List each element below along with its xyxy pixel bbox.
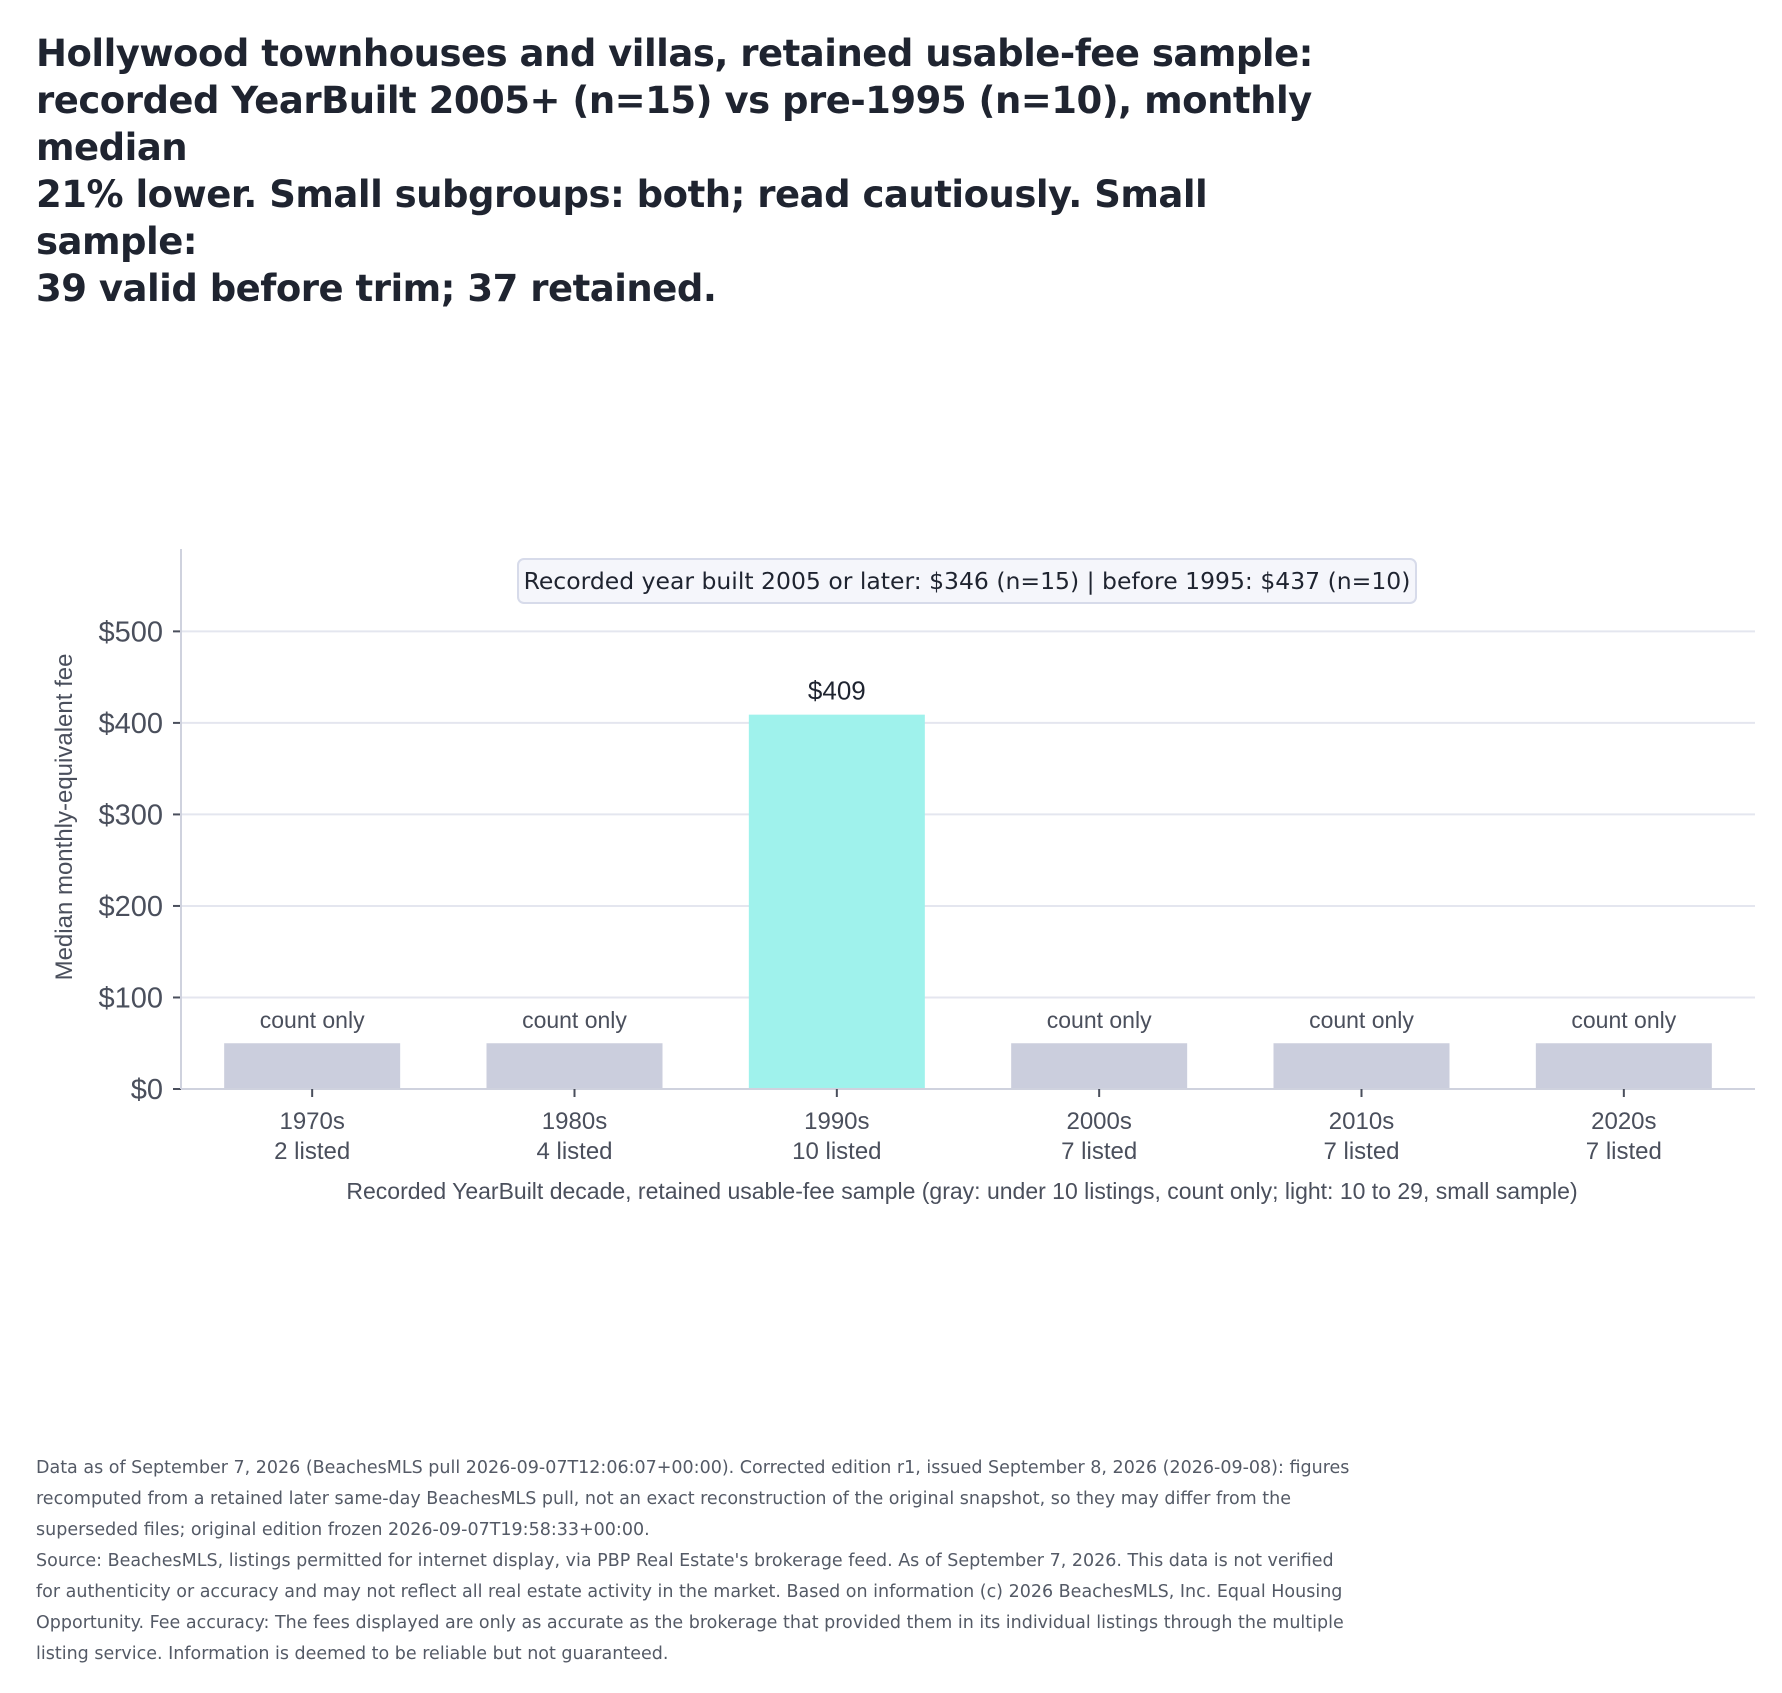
x-count-label: 7 listed	[1586, 1138, 1662, 1165]
x-tick-label: 1990s	[804, 1108, 869, 1135]
x-count-label: 2 listed	[274, 1138, 350, 1165]
y-tick-label: $100	[98, 982, 163, 1014]
bar	[486, 1043, 663, 1089]
bar	[224, 1043, 401, 1089]
bar	[1273, 1043, 1450, 1089]
bar-value-label: count only	[1571, 1007, 1676, 1033]
x-tick-label: 2020s	[1591, 1108, 1656, 1135]
bar	[1011, 1043, 1188, 1089]
y-tick-label: $0	[131, 1074, 163, 1106]
bar-value-label: count only	[260, 1007, 365, 1033]
comparison-callout: Recorded year built 2005 or later: $346 …	[517, 558, 1417, 604]
footnote-line: Source: BeachesMLS, listings permitted f…	[36, 1551, 1334, 1571]
x-axis-label: Recorded YearBuilt decade, retained usab…	[346, 1178, 1577, 1204]
x-tick-label: 2000s	[1066, 1108, 1131, 1135]
title-line: 21% lower. Small subgroups: both; read c…	[36, 173, 1208, 263]
footnote-line: Data as of September 7, 2026 (BeachesMLS…	[36, 1458, 1350, 1478]
x-count-label: 4 listed	[536, 1138, 612, 1165]
title-line: Hollywood townhouses and villas, retaine…	[36, 32, 1313, 75]
y-tick-label: $400	[98, 708, 163, 740]
x-tick-label: 1970s	[279, 1108, 344, 1135]
y-tick-label: $200	[98, 891, 163, 923]
x-count-label: 7 listed	[1323, 1138, 1399, 1165]
x-tick-label: 2010s	[1329, 1108, 1394, 1135]
gridlines	[181, 630, 1755, 999]
chart-title: Hollywood townhouses and villas, retaine…	[36, 30, 1336, 312]
footnote-line: recomputed from a retained later same-da…	[36, 1489, 1291, 1509]
bar-value-label: count only	[1309, 1007, 1414, 1033]
bars: count only count only $409 count only count …	[224, 676, 1712, 1089]
bar-value-label: count only	[522, 1007, 627, 1033]
y-tick-label: $500	[98, 616, 163, 648]
bar-value-label: $409	[808, 676, 866, 706]
x-count-label: 10 listed	[792, 1138, 881, 1165]
y-axis-label: Median monthly-equivalent fee	[51, 654, 78, 981]
x-count-label: 7 listed	[1061, 1138, 1137, 1165]
footnote-line: for authenticity or accuracy and may not…	[36, 1582, 1343, 1602]
x-tick-label: 1980s	[542, 1108, 607, 1135]
bar-value-label: count only	[1047, 1007, 1152, 1033]
footnote-line: superseded files; original edition froze…	[36, 1520, 650, 1540]
footnote-line: listing service. Information is deemed t…	[36, 1644, 669, 1664]
bar	[1535, 1043, 1712, 1089]
bar	[748, 714, 925, 1089]
title-line: 39 valid before trim; 37 retained.	[36, 267, 717, 310]
axes: $0 $100 $200 $300 $400 $500 1970s 2 listed 1980s…	[98, 549, 1755, 1165]
title-line: recorded YearBuilt 2005+ (n=15) vs pre-1…	[36, 79, 1312, 169]
y-tick-label: $300	[98, 799, 163, 831]
footnote-line: Opportunity. Fee accuracy: The fees disp…	[36, 1613, 1344, 1633]
source-footnote: Data as of September 7, 2026 (BeachesMLS…	[36, 1453, 1436, 1670]
